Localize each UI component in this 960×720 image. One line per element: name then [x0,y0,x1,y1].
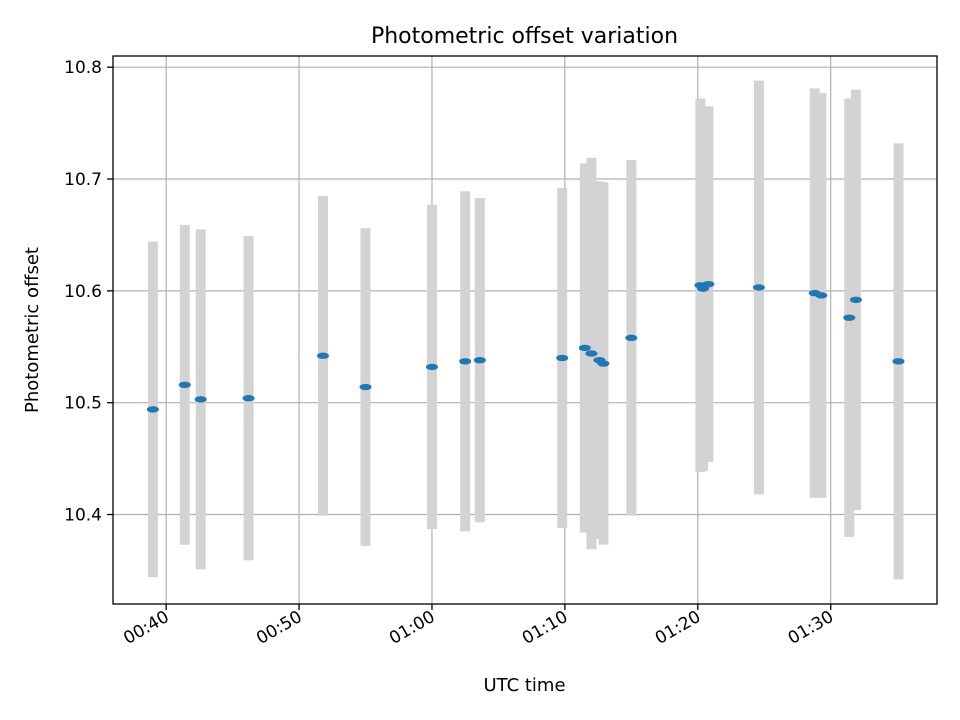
data-point [194,396,207,403]
chart-title: Photometric offset variation [371,24,678,49]
y-tick-label: 10.8 [64,58,102,78]
data-point [578,344,591,352]
y-axis-label: Photometric offset [22,247,43,413]
data-point [146,406,159,413]
data-point [892,358,905,365]
plot-frame [112,55,938,605]
data-point [473,356,486,364]
x-tick-label: 01:00 [386,607,438,649]
x-tick-label: 00:40 [120,607,172,649]
data-point [625,334,638,342]
data-point [752,284,765,291]
data-point [702,280,715,288]
error-bars [147,80,904,580]
y-tick-label: 10.6 [64,282,102,302]
y-tick-label: 10.4 [64,506,102,526]
data-point [843,314,856,321]
data-points [146,280,905,413]
y-tick-label: 10.7 [64,170,102,190]
data-point [815,292,828,299]
data-point [585,350,598,357]
data-point [359,383,372,391]
data-point [459,358,472,365]
x-tick-label: 00:50 [253,607,305,649]
data-point [425,363,438,371]
data-point [316,352,329,359]
data-point [242,395,255,402]
data-point [556,354,569,362]
x-tick-label: 01:30 [785,607,837,649]
data-point [849,296,862,304]
x-tick-label: 01:20 [652,607,704,649]
y-tick-label: 10.5 [64,394,102,414]
x-axis-label: UTC time [483,675,565,696]
x-tick-label: 01:10 [519,607,571,649]
data-point [178,381,191,388]
data-point [597,360,610,367]
